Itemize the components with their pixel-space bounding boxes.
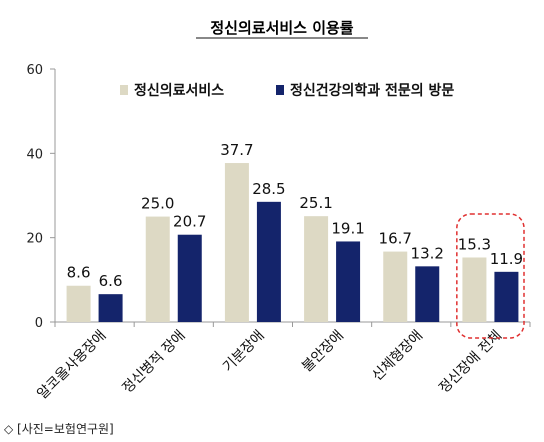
legend-swatch-0 xyxy=(120,85,128,95)
data-label: 8.6 xyxy=(67,264,91,282)
bar-service-4 xyxy=(383,251,408,322)
data-label: 15.3 xyxy=(458,235,491,253)
data-label: 25.0 xyxy=(141,195,174,213)
bar-service-3 xyxy=(304,216,329,322)
y-tick-label: 20 xyxy=(26,232,43,247)
data-label: 16.7 xyxy=(379,230,412,248)
bar-specialist-1 xyxy=(177,234,202,322)
data-label: 28.5 xyxy=(252,180,285,198)
y-tick-label: 40 xyxy=(26,147,43,162)
x-tick-label: 신체형장애 xyxy=(369,328,426,385)
photo-caption: ◇ [사진=보험연구원] xyxy=(4,422,114,436)
data-label: 19.1 xyxy=(331,219,364,237)
legend-swatch-1 xyxy=(276,85,284,95)
y-tick-label: 0 xyxy=(35,316,43,331)
data-label: 11.9 xyxy=(490,250,523,268)
legend-label-1: 정신건강의학과 전문의 방문 xyxy=(290,82,454,99)
y-tick-label: 60 xyxy=(26,63,43,78)
data-label: 37.7 xyxy=(220,141,253,159)
data-label: 6.6 xyxy=(99,272,123,290)
bar-specialist-5 xyxy=(494,271,519,322)
bar-specialist-2 xyxy=(256,201,281,322)
legend-label-0: 정신의료서비스 xyxy=(134,82,224,99)
bar-service-1 xyxy=(145,216,170,322)
x-tick-label: 정신병적 장애 xyxy=(119,328,188,397)
data-label: 25.1 xyxy=(299,194,332,212)
bar-service-5 xyxy=(462,257,487,322)
bar-service-2 xyxy=(224,163,249,322)
x-tick-label: 기분장애 xyxy=(220,328,268,376)
bar-specialist-0 xyxy=(98,294,123,322)
x-tick-label: 불안장애 xyxy=(299,328,347,376)
bar-service-0 xyxy=(66,285,91,322)
bar-specialist-3 xyxy=(336,241,361,322)
chart-title: 정신의료서비스 이용률 xyxy=(210,19,353,37)
data-label: 20.7 xyxy=(173,213,206,231)
data-label: 13.2 xyxy=(411,244,444,262)
bar-specialist-4 xyxy=(415,266,440,322)
x-tick-label: 알코올사용장애 xyxy=(34,328,109,403)
highlight-box xyxy=(456,213,525,339)
